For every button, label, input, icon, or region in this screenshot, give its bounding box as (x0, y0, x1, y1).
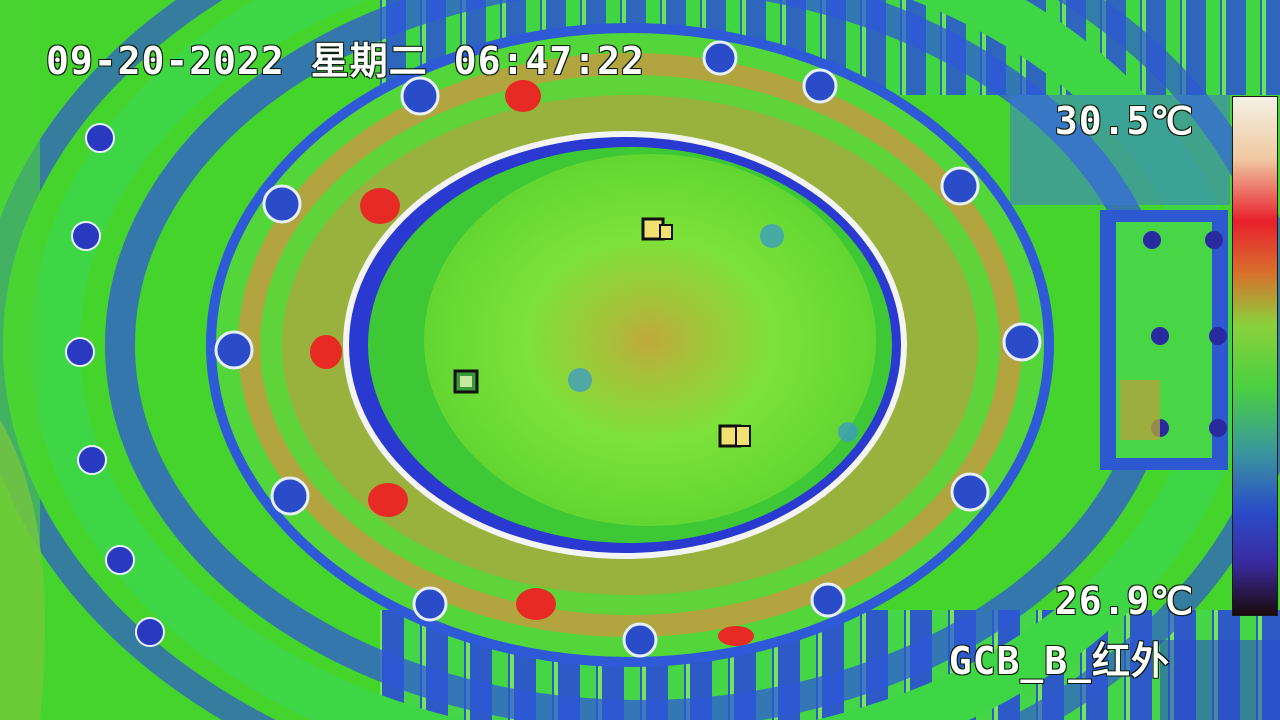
date-text: 09-20-2022 (46, 39, 285, 83)
time-text: 06:47:22 (453, 39, 645, 83)
weekday-text: 星期二 (310, 39, 428, 83)
min-temperature-label: 26.9℃ (1054, 579, 1194, 623)
timestamp-overlay: 09-20-2022 星期二 06:47:22 (46, 38, 645, 84)
max-temperature-label: 30.5℃ (1054, 99, 1194, 143)
hot-point-marker (641, 217, 673, 241)
center-point-marker (718, 424, 751, 448)
temperature-scale-bar (1232, 96, 1278, 616)
cold-point-marker (453, 369, 479, 394)
color-gradient (1233, 97, 1277, 615)
camera-name-label: GCB_B_红外 (948, 639, 1170, 683)
